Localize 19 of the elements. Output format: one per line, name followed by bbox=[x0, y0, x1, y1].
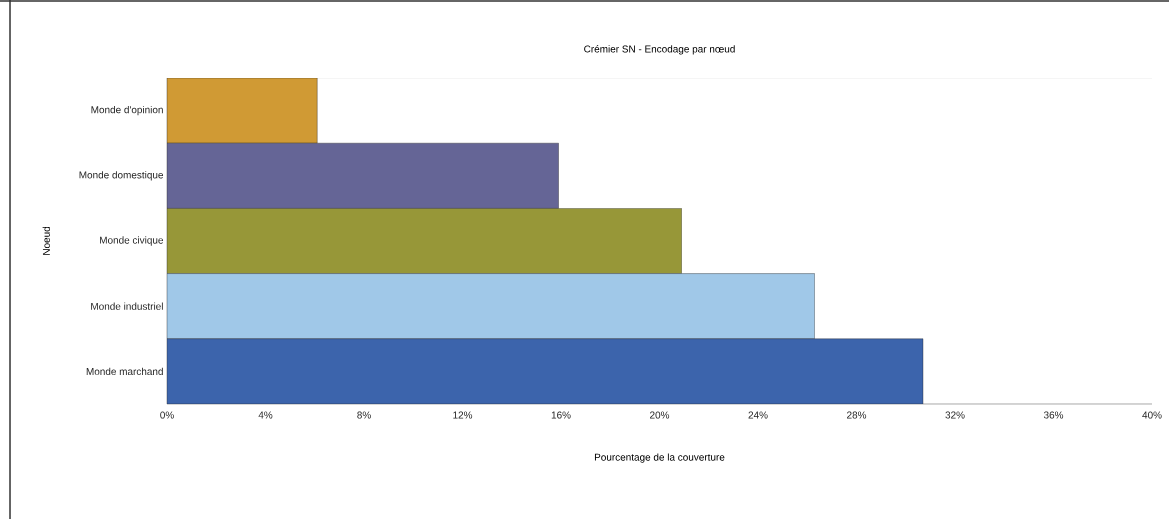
x-tick-label: 24% bbox=[748, 411, 768, 419]
y-axis-title: Noeud bbox=[42, 226, 50, 255]
x-tick-label: 36% bbox=[1043, 411, 1064, 419]
x-tick-label: 20% bbox=[650, 411, 670, 419]
x-axis-title: Pourcentage de la couverture bbox=[594, 453, 725, 463]
y-tick-label: Monde domestique bbox=[79, 171, 164, 181]
x-tick-label: 28% bbox=[847, 411, 867, 419]
x-tick-label: 40% bbox=[1142, 411, 1162, 419]
y-tick-label: Monde marchand bbox=[86, 367, 163, 376]
x-tick-label: 4% bbox=[258, 411, 273, 419]
y-tick-label: Monde civique bbox=[100, 236, 164, 246]
x-tick-label: 12% bbox=[453, 411, 473, 419]
x-tick-label: 16% bbox=[551, 411, 571, 419]
x-tick-label: 8% bbox=[357, 411, 371, 419]
y-tick-label: Monde industriel bbox=[91, 302, 163, 310]
x-tick-label: 0% bbox=[160, 411, 174, 419]
chart-title: Crémier SN - Encodage par nœud bbox=[584, 45, 735, 55]
x-tick-label: 32% bbox=[945, 411, 965, 419]
y-tick-label: Monde d'opinion bbox=[91, 105, 163, 116]
